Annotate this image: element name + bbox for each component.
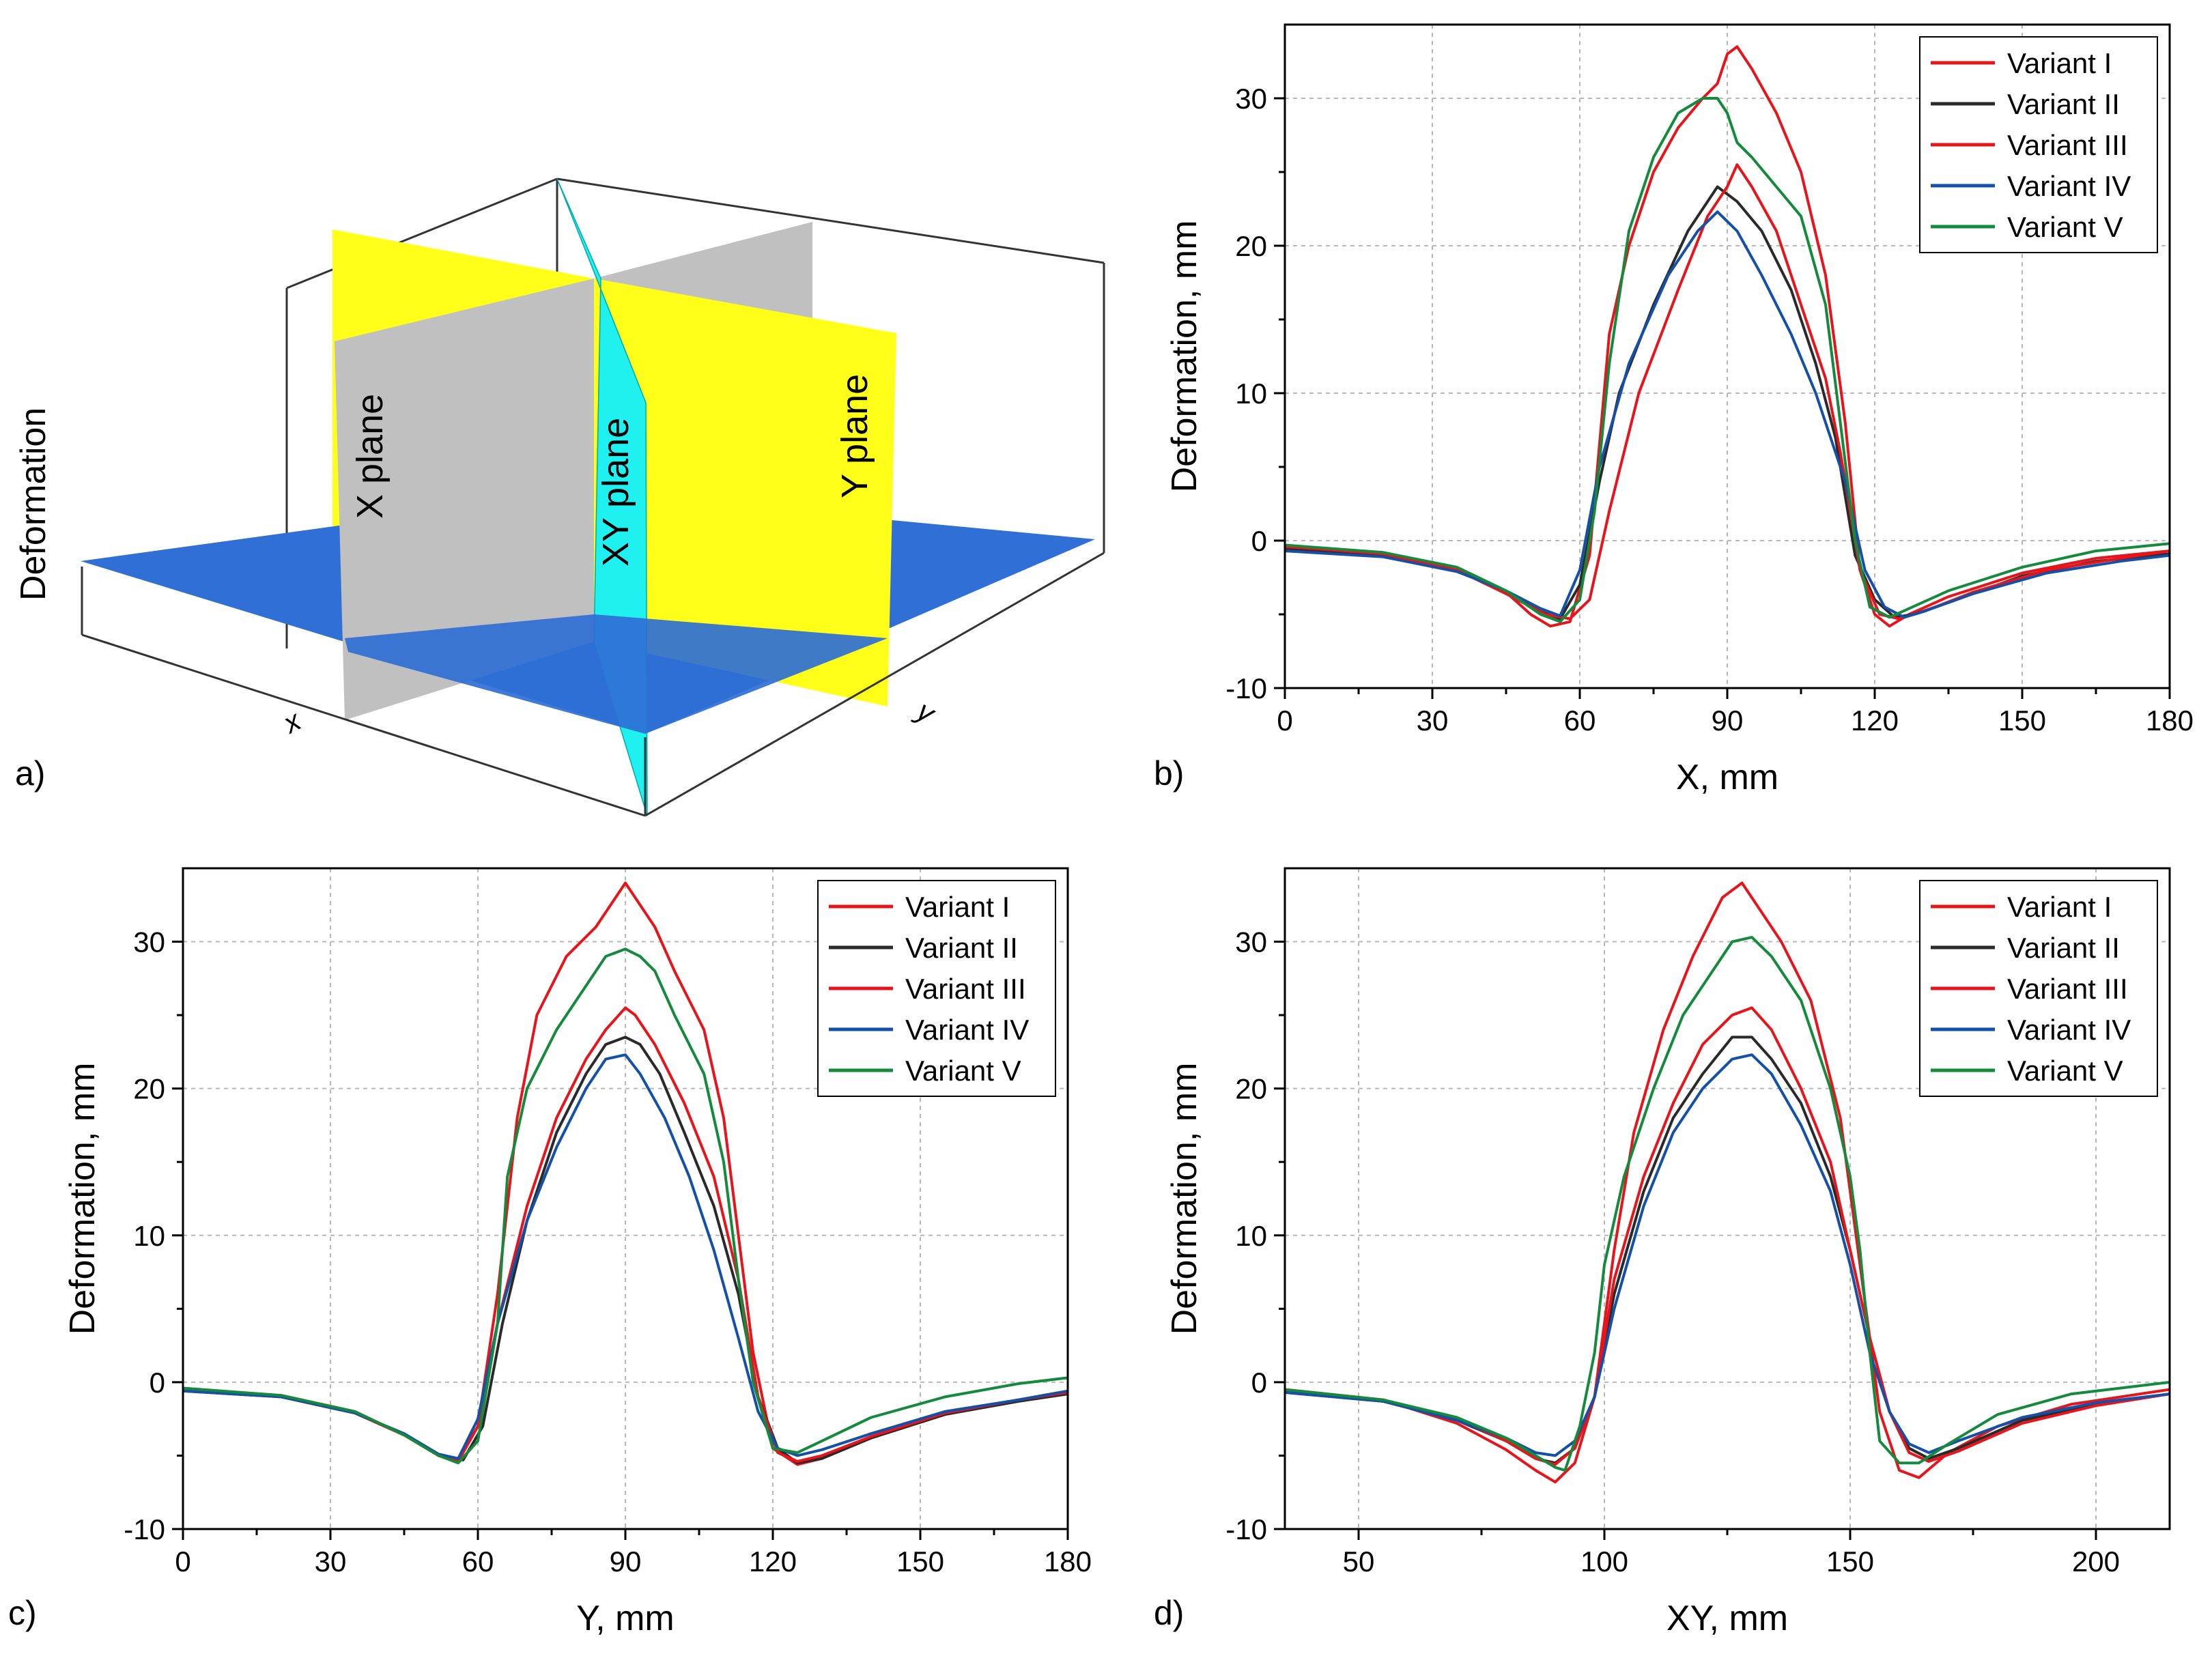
- series-line-variant-i: [1284, 45, 2170, 628]
- legend-label: Variant III: [2007, 973, 2128, 1005]
- legend-label: Variant II: [2007, 932, 2120, 964]
- x-axis-label: XY, mm: [1667, 1599, 1788, 1638]
- panel-b-chart: 0 30 60 90 120 150 180 -10 0 10 20 30 X, mm Deformati…: [1165, 23, 2194, 797]
- x-plane-front-half: [335, 279, 594, 720]
- deformation-surface-front: [345, 614, 888, 734]
- y-tick-label: 10: [133, 1220, 165, 1252]
- x-tick-label: 100: [1580, 1545, 1628, 1578]
- y-plane-front-half: [594, 279, 896, 706]
- legend-label: Variant V: [2007, 211, 2123, 243]
- x-tick-label: 30: [1417, 704, 1449, 737]
- series-line-variant-v: [1284, 97, 2170, 623]
- y-tick-label: 10: [1235, 377, 1267, 410]
- x-tick-label: 0: [175, 1545, 190, 1578]
- legend-label: Variant IV: [2007, 1014, 2131, 1046]
- x-tick-label: 90: [610, 1545, 642, 1578]
- x-tick-label: 180: [1044, 1545, 1092, 1578]
- series-line-variant-iv: [1284, 210, 2170, 619]
- series-line-variant-ii: [1284, 1036, 2170, 1465]
- panel-a-3d-schematic: X plane Y plane XY plane Deformation x y…: [14, 177, 1105, 817]
- legend-label: Variant I: [2007, 47, 2112, 79]
- x-tick-label: 120: [1851, 704, 1899, 737]
- x-tick-label: 60: [462, 1545, 494, 1578]
- y-axis-label: Deformation, mm: [1165, 1063, 1204, 1335]
- y-tick-label: 20: [133, 1073, 165, 1105]
- x-axis-label: Y, mm: [576, 1599, 675, 1638]
- y-plane-label: Y plane: [834, 374, 875, 498]
- series-line-variant-i: [1284, 881, 2170, 1484]
- panel-d-label: d): [1154, 1594, 1184, 1632]
- y-tick-label: 0: [1251, 1367, 1267, 1399]
- x-tick-label: 150: [896, 1545, 944, 1578]
- deformation-axis-label: Deformation: [14, 408, 53, 601]
- x-tick-label: 180: [2146, 704, 2194, 737]
- y-tick-label: 30: [1235, 926, 1267, 958]
- y-tick-label: 0: [1251, 525, 1267, 557]
- y-tick-label: -10: [1225, 672, 1267, 704]
- x-tick-label: 120: [749, 1545, 797, 1578]
- series-line-variant-iv: [182, 1053, 1068, 1460]
- series-line-variant-v: [1284, 936, 2170, 1472]
- legend-label: Variant III: [2007, 129, 2128, 161]
- x-tick-label: 90: [1712, 704, 1744, 737]
- legend-label: Variant IV: [905, 1014, 1029, 1046]
- legend-label: Variant V: [2007, 1055, 2123, 1087]
- x-plane-label: X plane: [350, 394, 391, 519]
- y-axis-label: Deformation, mm: [1165, 220, 1204, 493]
- x-tick-label: 50: [1343, 1545, 1375, 1578]
- y-tick-label: 10: [1235, 1220, 1267, 1252]
- x-tick-label: 0: [1277, 704, 1292, 737]
- y-tick-label: 30: [1235, 83, 1267, 115]
- legend-label: Variant II: [2007, 88, 2120, 120]
- legend-label: Variant II: [905, 932, 1018, 964]
- legend-label: Variant III: [905, 973, 1026, 1005]
- x-axis-label: X, mm: [1676, 758, 1778, 797]
- y-tick-label: 20: [1235, 1073, 1267, 1105]
- x-tick-label: 30: [315, 1545, 347, 1578]
- panel-c-chart: 0 30 60 90 120 150 180 -10 0 10 20 30 Y, mm Deformati…: [63, 867, 1092, 1638]
- y-tick-label: 30: [133, 926, 165, 958]
- panel-c-label: c): [8, 1594, 37, 1632]
- y-tick-label: 20: [1235, 230, 1267, 262]
- x-tick-label: 150: [1826, 1545, 1874, 1578]
- legend-label: Variant I: [905, 891, 1010, 923]
- x-tick-label: 200: [2072, 1545, 2120, 1578]
- y-tick-label: 0: [150, 1367, 165, 1399]
- panel-a-label: a): [15, 754, 45, 793]
- legend-label: Variant I: [2007, 891, 2112, 923]
- legend-label: Variant V: [905, 1055, 1021, 1087]
- y-axis-label: Deformation, mm: [63, 1063, 102, 1335]
- x-tick-label: 150: [1998, 704, 2046, 737]
- x-tick-label: 60: [1564, 704, 1596, 737]
- x-axis-label: x: [276, 704, 307, 740]
- panel-b-label: b): [1154, 754, 1184, 793]
- y-tick-label: -10: [1225, 1513, 1267, 1545]
- y-axis-label: y: [910, 694, 942, 730]
- panel-d-chart: 50 100 150 200 -10 0 10 20 30 XY, mm Deformation, …: [1165, 867, 2171, 1638]
- xy-plane-label: XY plane: [595, 418, 636, 567]
- series-line-variant-v: [182, 947, 1068, 1465]
- box-front-edges: [81, 552, 1105, 817]
- legend-label: Variant IV: [2007, 170, 2131, 202]
- series-line-variant-iv: [1284, 1053, 2170, 1457]
- y-tick-label: -10: [124, 1513, 165, 1545]
